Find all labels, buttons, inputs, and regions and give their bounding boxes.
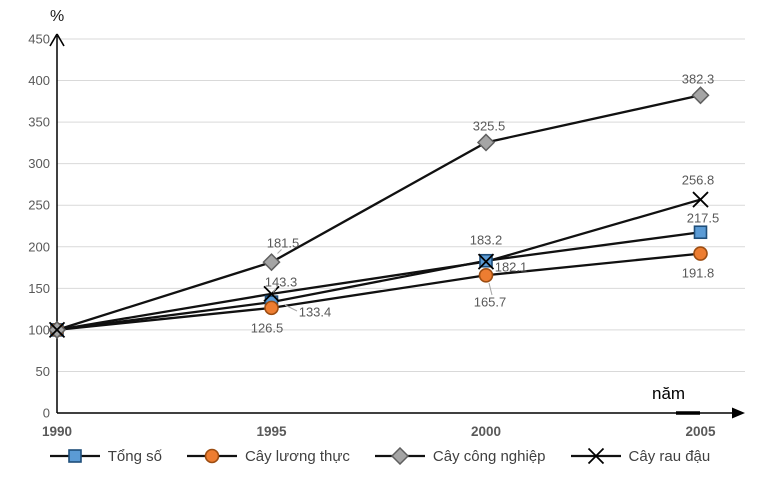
chart-legend: Tổng số Cây lương thực Cây công nghiệp Cây … <box>0 443 759 469</box>
legend-circle-swatch-icon <box>186 448 237 464</box>
legend-marker-icon <box>390 447 409 465</box>
y-tick-label: 400 <box>28 73 50 88</box>
data-label: 256.8 <box>682 173 715 188</box>
data-label: 126.5 <box>251 320 284 335</box>
legend-label: Tổng số <box>107 447 162 465</box>
marker-circle-point-2 <box>478 267 494 283</box>
data-label: 382.3 <box>682 72 715 87</box>
data-label-leader-line <box>284 304 298 312</box>
data-label: 183.2 <box>470 233 503 248</box>
data-label-leader-line <box>277 249 282 254</box>
legend-label: Cây lương thực <box>244 447 350 465</box>
marker-circle-point-3 <box>693 246 708 261</box>
y-axis-arrow-icon <box>49 33 58 47</box>
legend-marker-icon <box>204 448 220 464</box>
data-label: 325.5 <box>473 119 506 134</box>
marker-circle-point-1 <box>264 300 279 316</box>
marker-x-point-0 <box>48 321 66 339</box>
data-label: 181.5 <box>267 236 300 251</box>
legend-item-cay-cong-nghiep[interactable]: Cây công nghiệp <box>374 447 546 465</box>
legend-item-cay-rau-dau[interactable]: Cây rau đậu <box>570 447 711 465</box>
legend-marker-icon <box>587 447 604 465</box>
data-label: 165.7 <box>474 294 507 309</box>
legend-item-cay-luong-thuc[interactable]: Cây lương thực <box>186 447 350 465</box>
y-tick-label: 350 <box>28 115 50 130</box>
legend-marker-icon <box>67 449 82 463</box>
marker-square-point-3 <box>693 225 708 240</box>
x-axis-title: năm <box>652 384 686 403</box>
y-axis-arrow-icon <box>56 33 65 47</box>
data-label: 143.3 <box>265 275 298 290</box>
marker-x-point-2 <box>477 253 495 270</box>
legend-square-swatch-icon <box>49 449 100 463</box>
data-label: 217.5 <box>687 211 720 226</box>
series-line-2 <box>56 94 701 331</box>
y-tick-label: 50 <box>36 364 50 379</box>
y-tick-label: 150 <box>28 281 50 296</box>
legend-item-tong-so[interactable]: Tổng số <box>49 447 162 465</box>
marker-diamond-point-3 <box>691 86 710 105</box>
series-line-0 <box>56 231 701 332</box>
series-line-1 <box>56 252 701 332</box>
legend-diamond-swatch-icon <box>374 447 425 465</box>
data-label-leader-line <box>488 282 493 296</box>
x-tick-label: 1990 <box>42 424 72 439</box>
series-line-3 <box>56 198 701 332</box>
legend-label: Cây công nghiệp <box>432 447 546 465</box>
legend-label: Cây rau đậu <box>628 447 711 465</box>
marker-x-point-1 <box>263 285 280 303</box>
y-tick-label: 300 <box>28 156 50 171</box>
y-axis-unit-label: % <box>50 8 65 25</box>
data-label: 191.8 <box>682 265 715 280</box>
marker-x-point-3 <box>692 191 709 208</box>
data-label: 133.4 <box>299 305 332 320</box>
line-chart: 0 50 100 150 200 250 300 350 400 450 1990 1995 2000 2… <box>28 32 745 439</box>
data-label: 182.1 <box>495 260 528 275</box>
y-tick-label: 0 <box>43 406 50 421</box>
marker-diamond-point-1 <box>262 253 281 272</box>
marker-diamond-point-2 <box>476 133 496 152</box>
y-tick-label: 100 <box>28 322 50 337</box>
y-tick-label: 450 <box>28 32 50 47</box>
data-label-leader-line <box>272 288 277 293</box>
legend-x-swatch-icon <box>570 447 621 465</box>
y-tick-label: 250 <box>28 198 50 213</box>
x-tick-label: 2005 <box>685 424 716 439</box>
x-tick-label: 2000 <box>471 424 501 439</box>
x-tick-label: 1995 <box>256 424 287 439</box>
y-tick-label: 200 <box>28 239 50 254</box>
x-axis-arrow-icon <box>732 407 745 419</box>
